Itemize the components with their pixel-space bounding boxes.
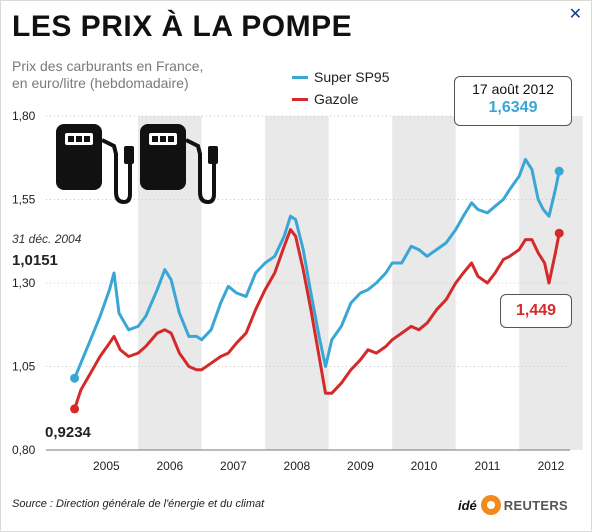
y-tick-label: 1,05 <box>12 360 36 374</box>
legend-label-gazole: Gazole <box>314 91 359 107</box>
end-date-label: 17 août 2012 <box>472 81 554 97</box>
fuel-pump-icon <box>140 124 218 205</box>
end-sp95-value: 1,6349 <box>488 99 538 116</box>
series-line-sp95 <box>73 157 561 379</box>
fuel-pump-icon <box>56 124 134 205</box>
brand-reuters: REUTERS <box>503 497 569 513</box>
subtitle-line-2: en euro/litre (hebdomadaire) <box>12 75 189 91</box>
end-gazole-value: 1,449 <box>515 302 557 319</box>
x-tick-label: 2009 <box>347 459 374 473</box>
reuters-logo-icon <box>480 495 501 515</box>
chart-subtitle: Prix des carburants en France, en euro/l… <box>12 58 262 92</box>
x-tick-label: 2005 <box>93 459 120 473</box>
legend-item-gazole: Gazole <box>292 88 390 110</box>
source-note: Source : Direction générale de l'énergie… <box>12 498 265 510</box>
legend-swatch-gazole <box>292 97 308 101</box>
subtitle-line-1: Prix des carburants en France, <box>12 58 204 74</box>
start-gazole-value: 0,9234 <box>45 424 91 441</box>
legend-swatch-sp95 <box>292 75 308 79</box>
y-tick-label: 1,80 <box>12 109 36 123</box>
end-point-marker <box>554 166 564 176</box>
brand-logo: idé REUTERS <box>458 494 568 516</box>
y-tick-label: 1,30 <box>12 276 36 290</box>
start-point-marker <box>70 373 80 383</box>
legend-item-sp95: Super SP95 <box>292 66 390 88</box>
y-tick-label: 0,80 <box>12 443 36 457</box>
x-tick-label: 2012 <box>538 459 565 473</box>
chart-legend: Super SP95 Gazole <box>292 66 390 110</box>
x-tick-label: 2007 <box>220 459 247 473</box>
start-date-label: 31 déc. 2004 <box>12 232 82 246</box>
start-sp95-value: 1,0151 <box>12 252 58 269</box>
series-line-gazole <box>73 228 561 410</box>
y-tick-label: 1,55 <box>12 193 36 207</box>
close-icon[interactable]: ✕ <box>568 6 582 23</box>
legend-label-sp95: Super SP95 <box>314 69 390 85</box>
end-point-marker <box>554 228 564 238</box>
start-point-marker <box>70 404 80 414</box>
end-callout-gazole: 1,449 <box>500 294 572 328</box>
x-tick-label: 2010 <box>411 459 438 473</box>
end-callout-sp95: 17 août 2012 1,6349 <box>454 76 572 126</box>
brand-ide: idé <box>458 497 477 513</box>
x-tick-label: 2006 <box>157 459 184 473</box>
x-tick-label: 2008 <box>284 459 311 473</box>
x-tick-label: 2011 <box>475 459 501 473</box>
chart-title: LES PRIX À LA POMPE <box>12 10 353 43</box>
